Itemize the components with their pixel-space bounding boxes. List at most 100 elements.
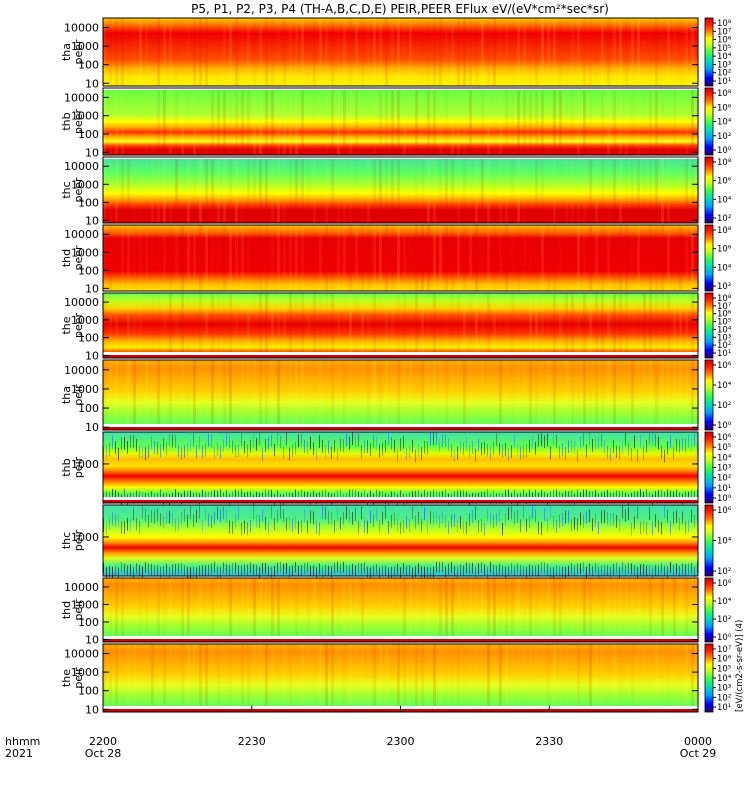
figure-title: P5, P1, P2, P3, P4 (TH-A,B,C,D,E) PEIR,P… <box>191 2 609 16</box>
y-tick-label: 10 <box>85 421 99 434</box>
spectrogram-texture <box>103 293 694 358</box>
y-tick-label: 10000 <box>64 91 99 104</box>
y-tick-label: 100 <box>78 616 99 629</box>
y-tick-label: 1000 <box>71 40 99 53</box>
spectrogram-image <box>103 293 698 358</box>
colorbar-tick-label: 10² <box>717 341 731 351</box>
colorbar-tick-label: 10¹ <box>717 349 731 359</box>
spectrogram-texture <box>109 360 694 430</box>
colorbar-tick-label: 10⁶ <box>717 177 732 187</box>
colorbar-tick-label: 10⁶ <box>717 433 732 443</box>
colorbar-tick-label: 10² <box>717 567 731 577</box>
spectrogram-image <box>103 578 698 642</box>
colorbar: 10⁸ 10⁶ 10⁴ 10² 10⁰ <box>704 87 732 156</box>
colorbar-tick-label: 10⁴ <box>717 381 732 391</box>
panel-y-label: thcpeir <box>60 529 85 551</box>
colorbar-tick-label: 10⁸ <box>717 158 732 168</box>
panel-y-label: thbpeer <box>60 109 85 135</box>
panel-frame <box>102 224 699 292</box>
y-tick-label: 10 <box>85 703 99 716</box>
spectrogram-panel: 10000 1000 100 10 thepeir 10⁷10⁶10⁵10⁴10³10²1… <box>60 643 732 716</box>
y-tick-label: 10000 <box>64 228 99 241</box>
colorbar-tick-label: 10⁴ <box>717 263 732 273</box>
colorbar-tick-label: 10² <box>717 214 731 224</box>
colorbar-tick-label: 10⁶ <box>717 506 732 516</box>
panel-frame <box>102 17 699 87</box>
y-tick-label: 100 <box>78 59 99 72</box>
colorbar-tick-label: 10⁶ <box>717 579 732 589</box>
y-tick-label: 10 <box>85 146 99 159</box>
spectrogram-texture <box>103 644 694 712</box>
panel-frame <box>102 292 699 359</box>
colorbar-tick-label: 10⁶ <box>717 310 732 320</box>
panel-frame <box>102 156 699 224</box>
colorbar-tick-label: 10⁵ <box>717 44 731 54</box>
colorbar-unit-label: [eV/(cm2-s-sr-eV)] (4) <box>735 620 745 712</box>
y-tick-label: 100 <box>78 332 99 345</box>
colorbar-tick-label: 10² <box>717 615 731 625</box>
spectrogram-texture <box>109 225 694 291</box>
colorbar-tick-label: 10⁴ <box>717 52 732 62</box>
x-tick-label: 2230 <box>238 735 266 748</box>
colorbar-tick-label: 10⁷ <box>717 302 732 312</box>
panel-y-label: thapeir <box>60 384 85 406</box>
x-tick-label: 2330 <box>535 735 563 748</box>
colorbar: 10⁸ 10⁶ 10⁴ 10² <box>704 224 732 292</box>
colorbar-tick-label: 10⁰ <box>717 146 732 156</box>
panel-frame <box>102 87 699 156</box>
colorbar-tick-label: 10³ <box>717 684 731 694</box>
panel-y-label: thcpeer <box>60 177 85 203</box>
panel-frame <box>102 577 699 643</box>
y-tick-label: 1000 <box>71 598 99 611</box>
colorbar-tick-label: 10³ <box>717 60 731 70</box>
spectrogram-image <box>103 18 698 86</box>
y-tick-label: 10000 <box>64 581 99 594</box>
colorbar-tick-label: 10⁸ <box>717 226 732 236</box>
colorbar-tick-label: 10⁸ <box>717 294 732 304</box>
spectrogram-panel: 10000 1000 100 10 thapeir 10⁶ 10⁴ 10² 10⁰ <box>60 359 732 434</box>
colorbar-tick-label: 10⁵ <box>717 443 731 453</box>
y-tick-label: 10000 <box>64 160 99 173</box>
colorbar-tick-label: 10² <box>717 401 731 411</box>
colorbar-tick-label: 10⁶ <box>717 245 732 255</box>
colorbar: 10⁶ 10⁴ 10² 10⁰ <box>704 359 732 431</box>
colorbar: 10⁶ 10⁴ 10² <box>704 504 732 577</box>
spectrogram-texture <box>103 18 700 86</box>
colorbar-tick-label: 10² <box>717 132 731 142</box>
colorbar-tick-label: 10¹ <box>717 484 731 494</box>
colorbar-tick-label: 10⁴ <box>717 453 732 463</box>
panel-y-label: thapeer <box>60 39 85 65</box>
y-tick-label: 100 <box>78 685 99 698</box>
colorbar-tick-label: 10³ <box>717 333 731 343</box>
colorbar-tick-label: 10⁶ <box>717 655 732 665</box>
y-tick-label: 1000 <box>71 666 99 679</box>
x-row-label-time: hhmm <box>5 735 40 748</box>
colorbar-tick-label: 10² <box>717 69 731 79</box>
colorbar-tick-label: 10⁵ <box>717 318 731 328</box>
colorbar-tick-label: 10⁷ <box>717 27 732 37</box>
y-tick-label: 10000 <box>64 296 99 309</box>
y-tick-label: 100 <box>78 128 99 141</box>
colorbar-tick-label: 10⁶ <box>717 36 732 46</box>
x-tick-label: 2200 <box>89 735 117 748</box>
spectrogram-image <box>103 88 698 155</box>
y-tick-label: 1000 <box>71 531 99 544</box>
y-tick-label: 100 <box>78 264 99 277</box>
panel-y-label: thdpeer <box>60 245 85 271</box>
colorbar-tick-label: 10⁴ <box>717 597 732 607</box>
colorbar-tick-label: 10⁶ <box>717 361 732 371</box>
panel-y-label: thbpeir <box>60 456 85 478</box>
colorbar-tick-label: 10⁴ <box>717 195 732 205</box>
spectrogram-texture <box>103 88 700 155</box>
colorbar-tick-label: 10⁰ <box>717 633 732 643</box>
colorbar-tick-label: 10² <box>717 282 731 292</box>
colorbar-tick-label: 10⁶ <box>717 103 732 113</box>
x-tick-label: 0000 <box>684 735 712 748</box>
y-tick-label: 10 <box>85 214 99 227</box>
colorbar-tick-label: 10⁵ <box>717 664 731 674</box>
